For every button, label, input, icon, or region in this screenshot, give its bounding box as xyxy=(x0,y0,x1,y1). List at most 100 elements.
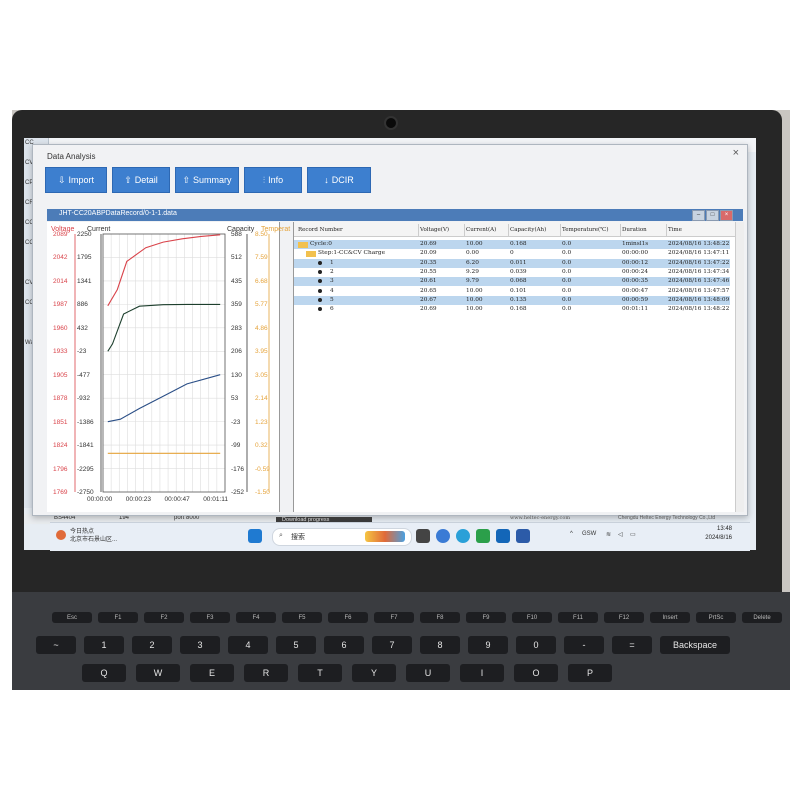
number-key: 4 xyxy=(228,636,268,654)
clock-date: 2024/8/16 xyxy=(705,535,732,541)
cell-temp: 0.0 xyxy=(562,268,572,275)
x-tick-label: 00:00:23 xyxy=(125,496,152,503)
table-row[interactable]: 2 20.55 9.29 0.039 0.0 00:00:24 2024/08/16 13:… xyxy=(294,268,730,277)
cell-capacity: 0.011 xyxy=(510,259,527,266)
column-header[interactable]: Record Number xyxy=(296,224,419,236)
capacity-tick-label: 283 xyxy=(231,324,242,332)
temperature-tick-label: 7.59 xyxy=(255,254,268,262)
voltage-tick-label: 1769 xyxy=(53,489,68,496)
app-k-icon[interactable] xyxy=(436,529,450,543)
fn-key: Insert xyxy=(650,612,690,623)
table-row[interactable]: 4 20.65 10.00 0.101 0.0 00:00:47 2024/08/16 13… xyxy=(294,287,730,296)
cell-capacity: 0.039 xyxy=(510,268,527,275)
summary-button[interactable]: ⇧ Summary xyxy=(175,167,239,193)
edge-icon[interactable] xyxy=(456,529,470,543)
column-header[interactable]: Current(A) xyxy=(464,224,509,236)
number-key: 0 xyxy=(516,636,556,654)
fn-key: F6 xyxy=(328,612,368,623)
cell-current: 6.20 xyxy=(466,259,479,266)
cell-record: Cycle:0 xyxy=(310,241,332,247)
record-table[interactable]: Record Number Voltage(V) Current(A) Capacit… xyxy=(293,222,744,512)
letter-key: W xyxy=(136,664,180,682)
cell-duration: 00:01:11 xyxy=(622,306,649,313)
column-header[interactable]: Capacity(Ah) xyxy=(508,224,561,236)
fn-key: F8 xyxy=(420,612,460,623)
capacity-tick-label: 53 xyxy=(231,395,239,403)
x-tick-label: 00:00:00 xyxy=(87,496,113,503)
current-tick-label: -23 xyxy=(77,348,87,356)
tray-lang[interactable]: GSW xyxy=(582,531,597,537)
temperature-axis-title: Temperat xyxy=(261,226,291,233)
letter-key: O xyxy=(514,664,558,682)
table-row[interactable]: 3 20.61 9.79 0.068 0.0 00:00:35 2024/08/16 13:… xyxy=(294,277,730,287)
cell-voltage: 20.69 xyxy=(420,241,437,247)
cell-time: 2024/08/16 13:47:34 xyxy=(668,268,730,275)
cell-duration: 00:00:35 xyxy=(622,278,649,285)
tray-chevron-icon[interactable]: ^ xyxy=(570,531,573,537)
number-key: 8 xyxy=(420,636,460,654)
current-series-line xyxy=(107,303,221,352)
column-header[interactable]: Duration xyxy=(620,224,667,236)
summary-icon: ⇧ xyxy=(182,174,191,185)
battery-icon[interactable]: ▭ xyxy=(630,532,636,538)
record-bullet-icon xyxy=(318,269,322,274)
cell-time: 2024/08/16 13:48:22 xyxy=(668,306,730,313)
current-tick-label: -1386 xyxy=(77,418,94,426)
detail-button[interactable]: ⇧ Detail xyxy=(112,167,170,193)
start-icon[interactable] xyxy=(248,529,262,543)
cell-record: 2 xyxy=(330,268,334,275)
table-row[interactable]: 5 20.67 10.00 0.135 0.0 00:00:59 2024/08/16 13… xyxy=(294,295,730,305)
mail-icon[interactable] xyxy=(496,529,510,543)
fn-key: F10 xyxy=(512,612,552,623)
news-widget[interactable]: 今日热点 北京市石景山区... xyxy=(56,528,117,544)
dcir-icon: ↓ xyxy=(324,175,329,185)
cell-duration: 00:00:47 xyxy=(622,287,649,294)
current-tick-label: 432 xyxy=(77,324,88,332)
capacity-tick-label: 435 xyxy=(231,277,242,285)
fn-key: F7 xyxy=(374,612,414,623)
wifi-icon[interactable]: ≋ xyxy=(606,532,612,538)
search-highlight-icon xyxy=(365,531,405,542)
minimize-icon[interactable]: – xyxy=(692,210,705,221)
background-sidebar-item: CV xyxy=(25,160,34,166)
import-button[interactable]: ⇩ Import xyxy=(45,167,107,193)
vertical-scrollbar[interactable] xyxy=(735,222,744,512)
current-tick-label: -932 xyxy=(77,395,91,403)
cell-temp: 0.0 xyxy=(562,296,572,303)
taskbar-search[interactable]: ⌕ 搜索 xyxy=(272,528,412,546)
number-key: 1 xyxy=(84,636,124,654)
cell-current: 10.00 xyxy=(466,296,483,303)
column-header[interactable]: Time xyxy=(666,224,739,236)
table-row[interactable]: 1 20.35 6.20 0.011 0.0 00:00:12 2024/08/16 13:… xyxy=(294,258,730,268)
table-row[interactable]: 6 20.69 10.00 0.168 0.0 00:01:11 2024/08/16 13… xyxy=(294,305,730,314)
x-tick-label: 00:00:47 xyxy=(164,496,190,503)
capacity-tick-label: -252 xyxy=(231,489,245,496)
number-key: 9 xyxy=(468,636,508,654)
import-label: Import xyxy=(68,175,95,185)
task-view-icon[interactable] xyxy=(416,529,430,543)
capacity-tick-label: 130 xyxy=(231,371,242,379)
number-key: 6 xyxy=(324,636,364,654)
file-title: JHT-CC20ABPDataRecord/0-1-1.data xyxy=(59,210,177,217)
summary-label: Summary xyxy=(193,175,232,185)
close-icon[interactable]: × xyxy=(732,147,739,159)
voltage-axis-title: Voltage xyxy=(51,226,75,233)
taskbar-clock[interactable]: 13:48 2024/8/16 xyxy=(705,525,732,543)
wechat-icon[interactable] xyxy=(476,529,490,543)
info-button[interactable]: ⫶ Info xyxy=(244,167,302,193)
record-bullet-icon xyxy=(318,279,322,284)
cell-duration: 00:00:00 xyxy=(622,250,649,257)
dcir-button[interactable]: ↓ DCIR xyxy=(307,167,371,193)
maximize-icon[interactable]: □ xyxy=(706,210,719,221)
column-header[interactable]: Voltage(V) xyxy=(418,224,465,236)
running-app-icon[interactable] xyxy=(516,529,530,543)
inner-close-icon[interactable]: × xyxy=(720,210,733,221)
status-text-1: BS4404 xyxy=(54,515,76,521)
table-row[interactable]: Cycle:0 20.69 10.00 0.168 0.0 1minsl1s 2024/08… xyxy=(294,240,730,249)
file-titlebar: JHT-CC20ABPDataRecord/0-1-1.data – □ × xyxy=(47,209,743,221)
column-header[interactable]: Temperature(℃) xyxy=(560,224,621,236)
temperature-tick-label: 4.86 xyxy=(255,324,268,332)
volume-icon[interactable]: ◁ xyxy=(618,532,623,538)
cell-voltage: 20.61 xyxy=(420,278,437,285)
table-row[interactable]: Step:1-CC&CV Charge 20.09 0.00 0 0.0 00:00:00… xyxy=(294,249,730,258)
